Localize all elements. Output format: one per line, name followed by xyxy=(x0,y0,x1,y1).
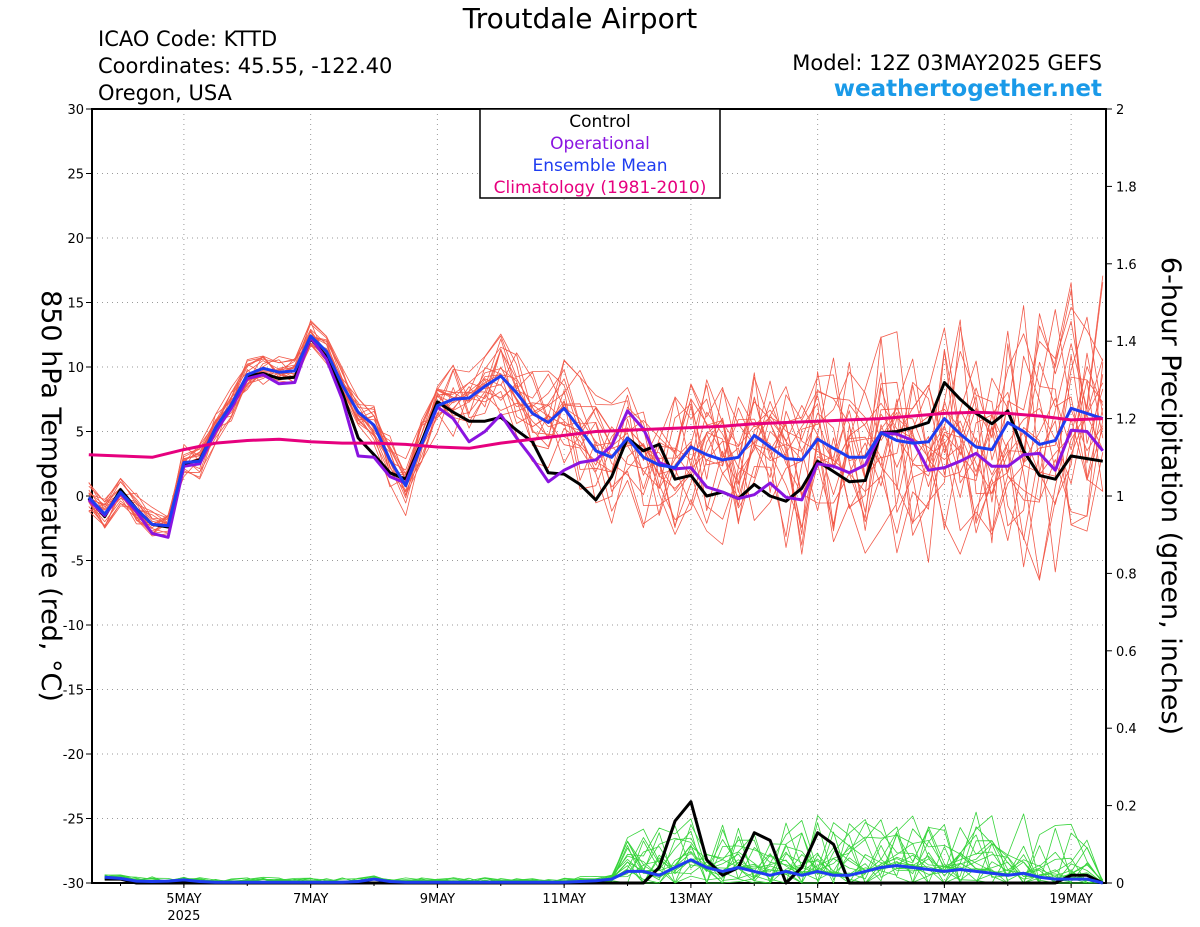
y-tick-label: -5 xyxy=(71,555,84,570)
precip-member-line xyxy=(104,822,1104,884)
ensemble-members xyxy=(88,275,1104,884)
legend-box xyxy=(479,108,721,199)
y-tick-label: -20 xyxy=(63,748,84,763)
y2-tick-label: 0.4 xyxy=(1116,722,1137,737)
temp-member-line xyxy=(88,313,1104,563)
y-tick-label: -15 xyxy=(63,684,84,699)
y2-tick-label: 2 xyxy=(1116,103,1124,118)
y-tick-label: -30 xyxy=(63,877,84,892)
precip-member-line xyxy=(104,819,1103,884)
y-tick-label: 20 xyxy=(67,232,84,247)
x-tick-sublabel: 2025 xyxy=(167,909,200,924)
y2-tick-label: 1 xyxy=(1116,490,1124,505)
temp-climatology-line xyxy=(88,410,1103,459)
temp-operational-line xyxy=(87,335,1104,539)
x-tick-label: 5MAY xyxy=(166,892,201,907)
x-tick-label: 9MAY xyxy=(420,892,455,907)
y2-tick-label: 0.6 xyxy=(1116,645,1137,660)
precip-member-line xyxy=(104,824,1103,884)
y-tick-label: 10 xyxy=(67,361,84,376)
legend-item: Operational xyxy=(550,134,650,154)
chart-title: Troutdale Airport xyxy=(462,2,698,35)
y2-tick-label: 0.2 xyxy=(1116,800,1137,815)
precip-member-line xyxy=(104,822,1103,884)
y-tick-label: 0 xyxy=(76,490,84,505)
temp-member-line xyxy=(88,344,1104,568)
x-tick-label: 17MAY xyxy=(923,892,967,907)
precip-member-line xyxy=(104,822,1103,884)
temp-member-line xyxy=(88,305,1104,554)
x-tick-label: 11MAY xyxy=(542,892,586,907)
coordinates: Coordinates: 45.55, -122.40 xyxy=(98,54,393,78)
y-tick-label: 25 xyxy=(67,168,84,183)
precip-ensemble-mean-line xyxy=(104,858,1104,885)
x-tick-label: 7MAY xyxy=(293,892,328,907)
series-lines xyxy=(87,334,1104,885)
icao-code: ICAO Code: KTTD xyxy=(98,27,278,51)
temp-member-line xyxy=(88,319,1104,541)
y2-tick-label: 0.8 xyxy=(1116,567,1137,582)
temp-ensemble-mean-line xyxy=(87,334,1104,528)
precip-member-line xyxy=(104,822,1103,884)
y2-tick-label: 0 xyxy=(1116,877,1124,892)
y-tick-label: -10 xyxy=(63,619,84,634)
temp-member-line xyxy=(88,316,1104,555)
y-tick-label: 30 xyxy=(67,103,84,118)
y-tick-label: 5 xyxy=(76,426,84,441)
x-tick-label: 19MAY xyxy=(1049,892,1093,907)
y-axis-title: 850 hPa Temperature (red, °C) xyxy=(35,290,66,702)
x-tick-label: 15MAY xyxy=(796,892,840,907)
x-tick-label: 13MAY xyxy=(669,892,713,907)
y2-tick-label: 1.4 xyxy=(1116,335,1137,350)
legend-item: Control xyxy=(569,112,630,132)
y2-tick-label: 1.8 xyxy=(1116,180,1137,195)
legend-item: Climatology (1981-2010) xyxy=(494,178,707,198)
temp-member-line xyxy=(88,282,1104,530)
gridlines xyxy=(92,109,1106,883)
site-link[interactable]: weathertogether.net xyxy=(833,76,1102,102)
model-run: Model: 12Z 03MAY2025 GEFS xyxy=(792,51,1102,75)
y2-tick-label: 1.2 xyxy=(1116,413,1137,428)
precip-member-line xyxy=(104,820,1104,884)
y2-axis-title: 6-hour Precipitation (green, inches) xyxy=(1155,257,1186,735)
y-tick-label: -25 xyxy=(63,813,84,828)
y-tick-label: 15 xyxy=(67,297,84,312)
precip-member-line xyxy=(104,826,1104,884)
legend-item: Ensemble Mean xyxy=(532,156,667,176)
y2-tick-label: 1.6 xyxy=(1116,258,1137,273)
precip-member-line xyxy=(104,819,1104,884)
axes: 302520151050-5-10-15-20-25-3021.81.61.41… xyxy=(35,103,1186,924)
temp-control-line xyxy=(87,337,1104,529)
region: Oregon, USA xyxy=(98,81,232,105)
